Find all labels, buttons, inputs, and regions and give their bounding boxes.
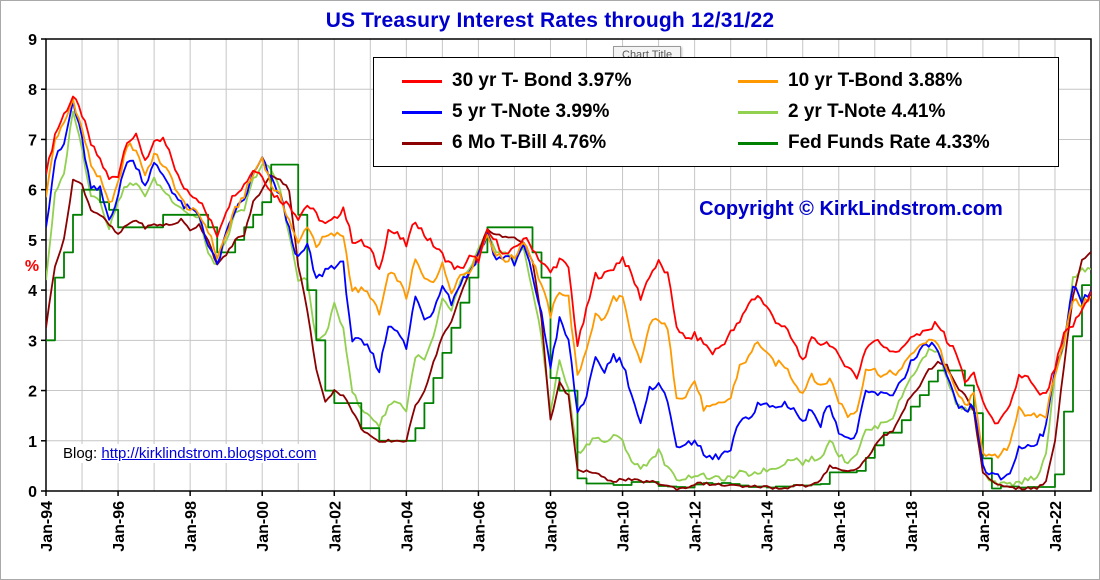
x-tick-label: Jan-96: [111, 501, 128, 552]
legend-item-2: 5 yr T-Note 3.99%: [380, 101, 716, 123]
x-tick-label: Jan-16: [832, 501, 849, 552]
legend-item-label: Fed Funds Rate 4.33%: [788, 132, 990, 153]
blog-note: Blog: http://kirklindstrom.blogspot.com: [59, 444, 321, 463]
x-tick-label: Jan-04: [399, 501, 416, 552]
legend-item-5: Fed Funds Rate 4.33%: [716, 132, 1052, 154]
legend-item-3: 2 yr T-Note 4.41%: [716, 101, 1052, 123]
legend-line-swatch: [402, 110, 442, 114]
x-tick-label: Jan-20: [976, 501, 993, 552]
legend-item-label: 10 yr T-Bond 3.88%: [788, 70, 963, 91]
legend-item-label: 2 yr T-Note 4.41%: [788, 101, 946, 122]
x-tick-label: Jan-18: [904, 501, 921, 552]
y-tick-label: 3: [28, 333, 37, 350]
x-tick-label: Jan-10: [616, 501, 633, 552]
legend-line-swatch: [402, 141, 442, 145]
y-tick-label: 7: [28, 132, 37, 149]
x-tick-label: Jan-94: [39, 501, 56, 552]
y-tick-label: 4: [28, 283, 37, 300]
legend-line-swatch: [738, 141, 778, 145]
x-tick-label: Jan-08: [543, 501, 560, 552]
legend-item-1: 10 yr T-Bond 3.88%: [716, 70, 1052, 92]
legend-line-swatch: [738, 79, 778, 83]
x-tick-label: Jan-00: [255, 501, 272, 552]
legend-item-label: 5 yr T-Note 3.99%: [452, 101, 610, 122]
legend-item-label: 30 yr T- Bond 3.97%: [452, 70, 632, 91]
y-tick-label: 5: [28, 233, 37, 250]
y-tick-label: 0: [28, 484, 37, 501]
legend-item-0: 30 yr T- Bond 3.97%: [380, 70, 716, 92]
y-tick-label: 2: [28, 384, 37, 401]
blog-label: Blog:: [63, 445, 98, 462]
x-tick-label: Jan-02: [327, 501, 344, 552]
chart-legend: 30 yr T- Bond 3.97% 10 yr T-Bond 3.88% 5 y…: [373, 57, 1059, 167]
y-tick-label: 1: [28, 434, 37, 451]
chart-title: US Treasury Interest Rates through 12/31…: [325, 9, 775, 32]
series-line-fed-funds-rate: [46, 163, 1091, 490]
series-line-30-yr-t-bond: [46, 95, 1091, 425]
series-line-5-yr-t-note: [46, 100, 1091, 481]
legend-item-4: 6 Mo T-Bill 4.76%: [380, 132, 716, 154]
plot-border: [45, 38, 1092, 492]
x-tick-label: Jan-12: [688, 501, 705, 552]
axis-labels: 0 1 2 3 4 5 6 7 8 9 Jan-94 Jan-96 Jan-98 Jan-00 Jan-02…: [25, 32, 1065, 552]
legend-line-swatch: [402, 79, 442, 83]
legend-line-swatch: [738, 110, 778, 114]
x-tick-label: Jan-22: [1048, 501, 1065, 552]
x-tick-label: Jan-06: [471, 501, 488, 552]
series-line-10-yr-t-bond: [46, 98, 1091, 459]
y-tick-label: 6: [28, 183, 37, 200]
y-tick-label: 8: [28, 82, 37, 99]
y-axis-percent-label: %: [25, 258, 39, 275]
blog-link[interactable]: http://kirklindstrom.blogspot.com: [101, 445, 317, 462]
y-tick-label: 9: [28, 32, 37, 49]
x-tick-label: Jan-14: [760, 501, 777, 552]
x-tick-label: Jan-98: [183, 501, 200, 552]
copyright-text: Copyright © KirkLindstrom.com: [699, 198, 1003, 220]
legend-item-label: 6 Mo T-Bill 4.76%: [452, 132, 607, 153]
series-line-6-mo-t-bill: [46, 174, 1091, 491]
